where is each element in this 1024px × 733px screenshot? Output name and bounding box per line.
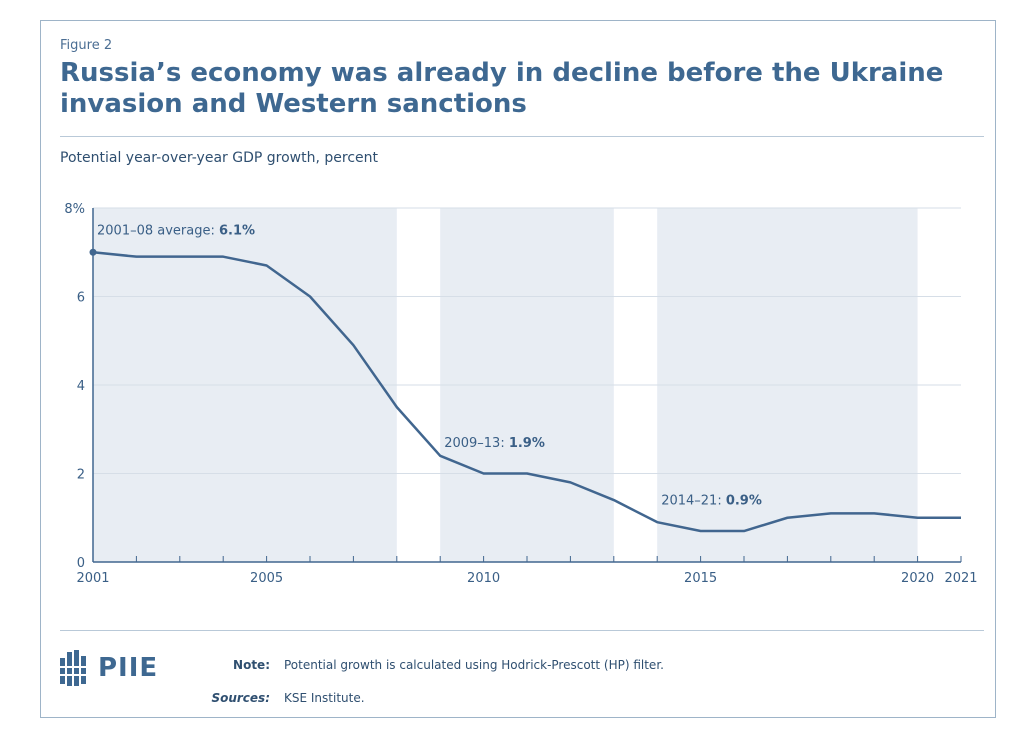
note-label: Note:	[233, 658, 270, 672]
annotation-text: 2014–21:	[661, 493, 726, 508]
piie-logo-icon	[58, 650, 90, 686]
annotation-label: 2014–21: 0.9%	[661, 493, 762, 508]
y-tick-label: 6	[77, 291, 85, 306]
chart-title: Russia’s economy was already in decline …	[60, 58, 944, 119]
sources-label: Sources:	[211, 691, 270, 705]
data-point-start	[89, 248, 97, 256]
y-tick-label: 4	[77, 379, 85, 394]
piie-logo: PIIE	[58, 648, 158, 688]
x-tick-label: 2021	[944, 571, 977, 586]
note-text: Potential growth is calculated using Hod…	[284, 658, 664, 672]
sources-text: KSE Institute.	[284, 691, 365, 705]
annotation-value: 1.9%	[509, 436, 545, 451]
annotation-value: 0.9%	[726, 493, 762, 508]
x-tick-label: 2015	[684, 571, 717, 586]
annotation-text: 2009–13:	[444, 436, 509, 451]
divider	[60, 630, 984, 631]
x-tick-label: 2005	[250, 571, 283, 586]
figure-frame	[40, 20, 996, 718]
chart-subtitle: Potential year-over-year GDP growth, per…	[60, 150, 379, 166]
annotation-label: 2001–08 average: 6.1%	[97, 224, 255, 239]
annotation-text: 2001–08 average:	[97, 224, 219, 239]
x-tick-label: 2010	[467, 571, 500, 586]
annotation-value: 6.1%	[219, 224, 255, 239]
y-tick-label: 2	[77, 468, 85, 483]
y-tick-label: 8%	[64, 202, 85, 217]
series-line	[92, 251, 961, 533]
figure-label: Figure 2	[60, 38, 113, 53]
divider	[60, 136, 984, 137]
y-tick-label: 0	[77, 556, 85, 571]
x-tick-label: 2001	[76, 571, 109, 586]
x-tick-label: 2020	[901, 571, 934, 586]
annotation-label: 2009–13: 1.9%	[444, 436, 545, 451]
logo-text: PIIE	[98, 653, 159, 683]
